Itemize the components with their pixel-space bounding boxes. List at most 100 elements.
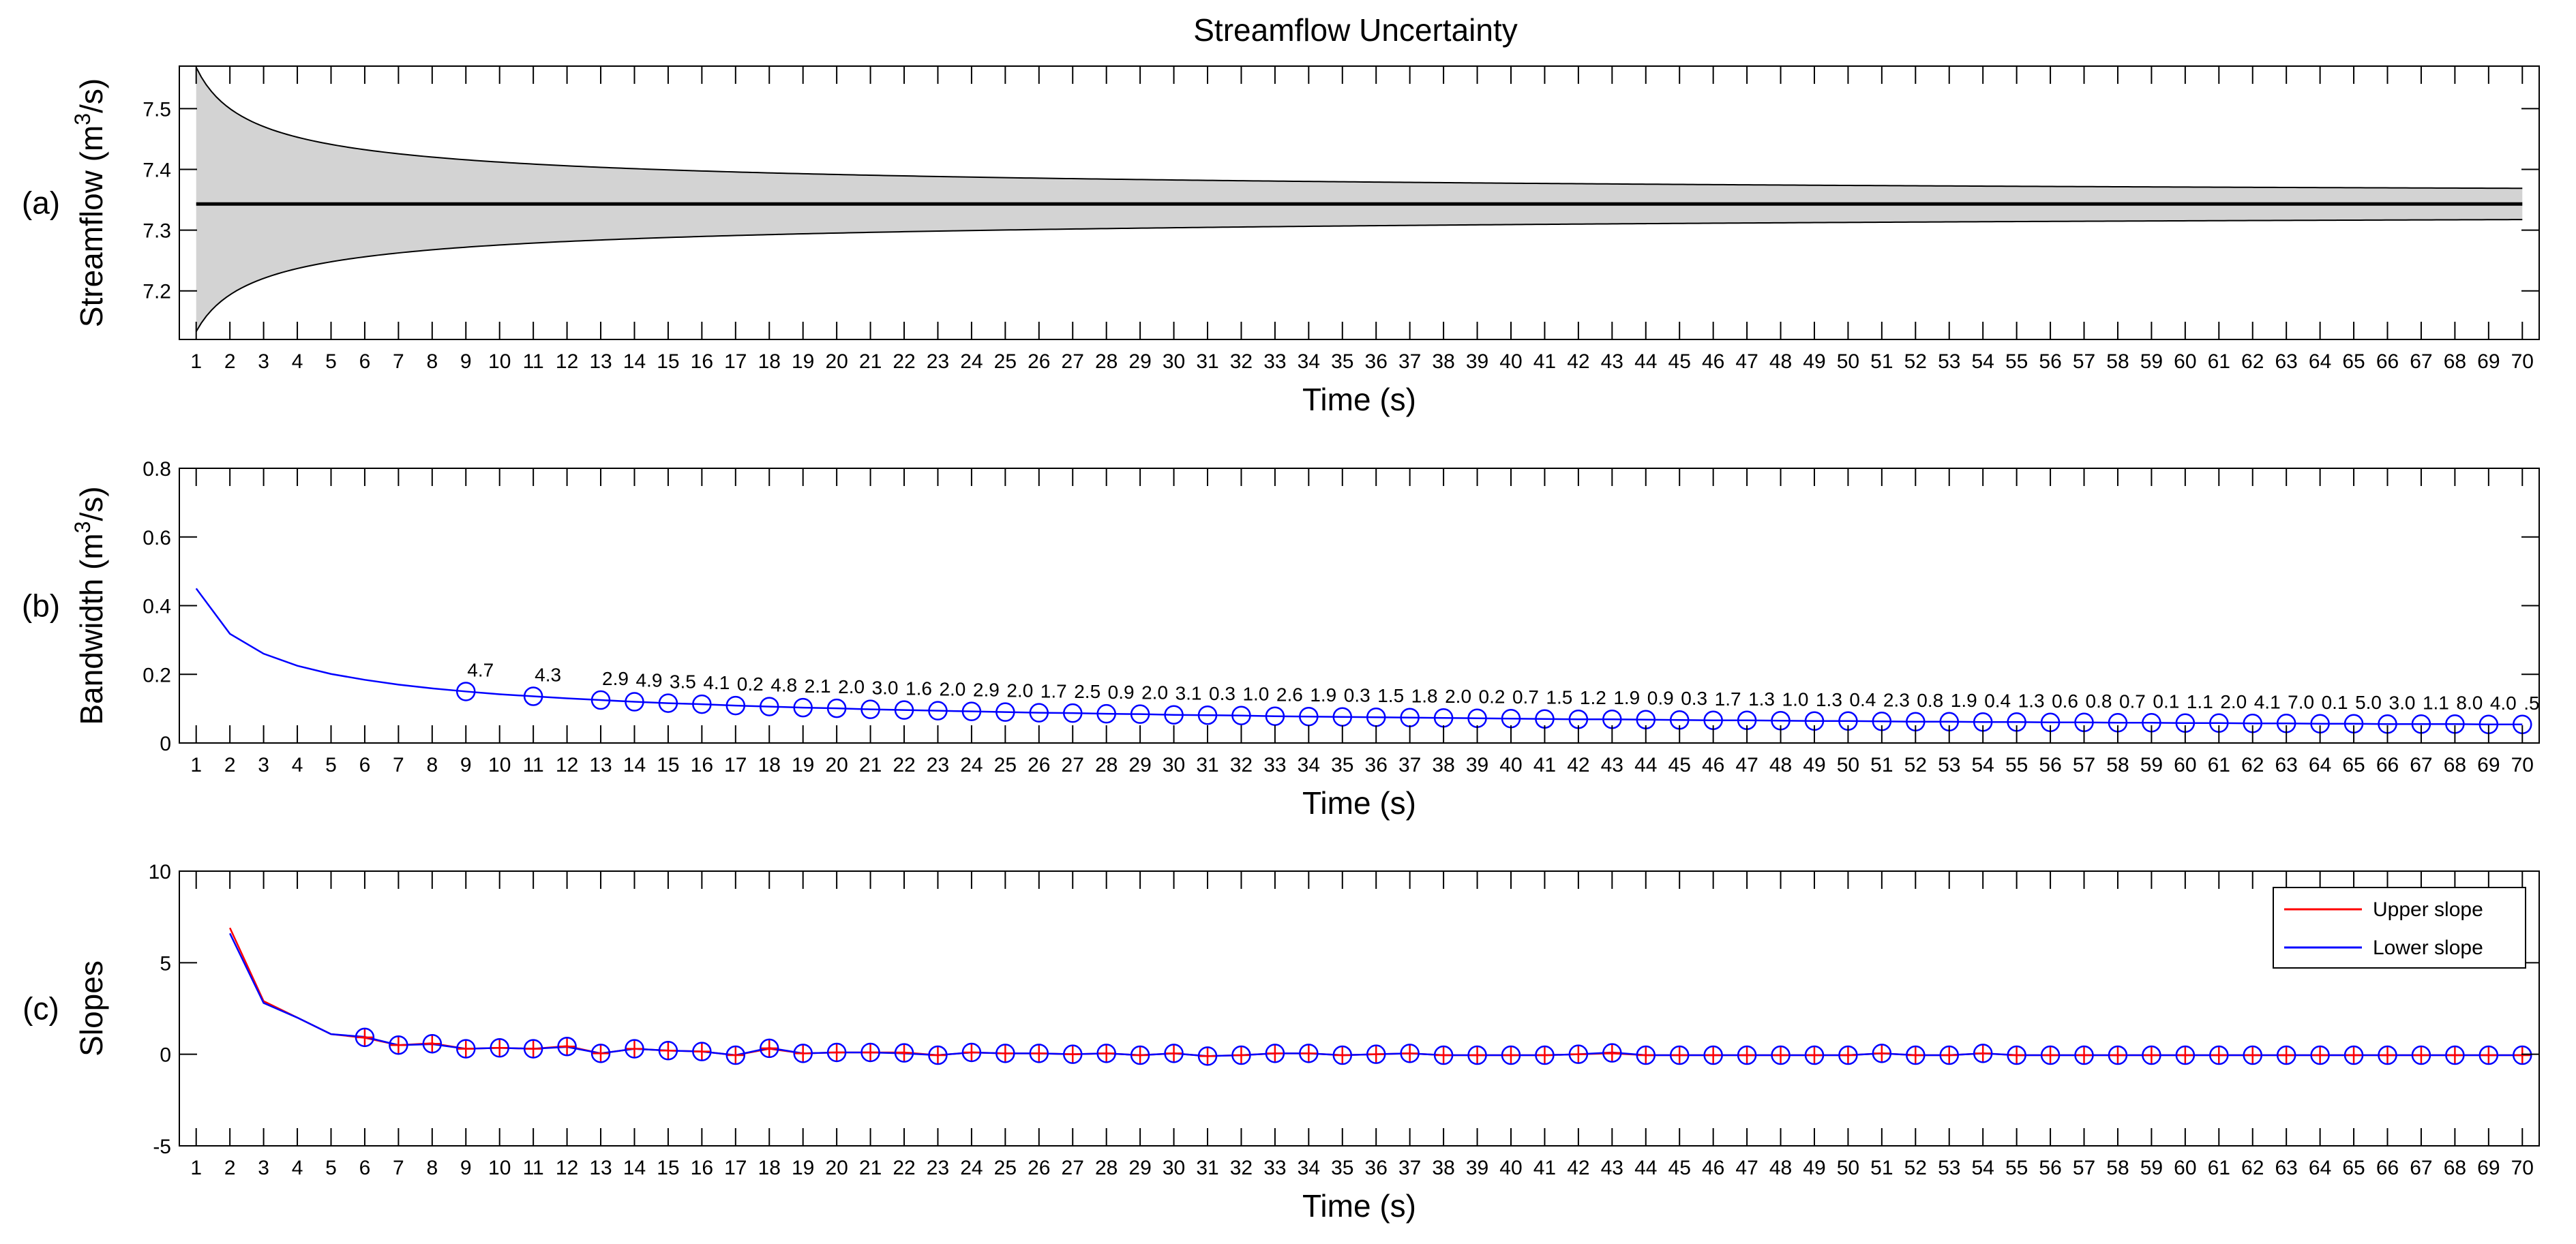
lower-slope-marker <box>725 1045 746 1065</box>
x-tick-label: 20 <box>825 754 848 776</box>
lower-slope-marker <box>1332 1045 1353 1065</box>
x-tick-label: 33 <box>1263 350 1286 373</box>
lower-slope-marker <box>1433 1045 1454 1065</box>
lower-slope-marker <box>1602 1043 1622 1063</box>
y-axis-label: Slopes <box>74 960 109 1057</box>
lower-slope-marker <box>1737 1045 1757 1065</box>
x-tick-label: 59 <box>2140 350 2163 373</box>
bandwidth-marker <box>725 695 746 716</box>
x-axis-label: Time (s) <box>1302 785 1416 821</box>
y-tick-label: 7.5 <box>143 98 171 121</box>
x-tick-label: 9 <box>460 1157 472 1179</box>
bandwidth-annotation: 1.7 <box>1715 688 1741 710</box>
x-tick-label: 4 <box>292 1157 303 1179</box>
x-tick-label: 19 <box>792 1157 814 1179</box>
x-tick-label: 50 <box>1837 1157 1859 1179</box>
legend-box <box>2273 887 2526 969</box>
lower-slope-marker <box>490 1038 509 1058</box>
x-tick-label: 21 <box>859 1157 882 1179</box>
lower-slope-marker <box>1467 1045 1487 1065</box>
x-tick-label: 62 <box>2241 754 2264 776</box>
x-tick-label: 29 <box>1128 754 1151 776</box>
lower-slope-marker <box>355 1027 375 1048</box>
x-tick-label: 40 <box>1499 754 1522 776</box>
lower-slope-marker <box>2209 1045 2229 1065</box>
x-tick-label: 16 <box>691 350 713 373</box>
x-tick-label: 66 <box>2376 350 2399 373</box>
bandwidth-annotation: 1.9 <box>1310 684 1336 706</box>
lower-slope-marker <box>793 1044 813 1063</box>
y-tick-label: 7.2 <box>143 281 171 303</box>
x-tick-label: 32 <box>1230 350 1253 373</box>
x-tick-label: 30 <box>1163 350 1185 373</box>
x-tick-label: 42 <box>1567 350 1589 373</box>
x-tick-label: 25 <box>994 1157 1017 1179</box>
x-tick-label: 56 <box>2039 350 2061 373</box>
x-tick-label: 33 <box>1263 1157 1286 1179</box>
bandwidth-annotation: 1.5 <box>1377 685 1404 706</box>
x-tick-label: 46 <box>1702 754 1724 776</box>
x-tick-label: 24 <box>960 1157 983 1179</box>
x-tick-label: 52 <box>1904 754 1927 776</box>
x-tick-label: 57 <box>2073 1157 2095 1179</box>
bandwidth-annotation: 2.0 <box>838 676 865 697</box>
x-tick-label: 50 <box>1837 350 1859 373</box>
x-tick-label: 9 <box>460 754 472 776</box>
lower-slope-marker <box>625 1039 644 1059</box>
x-tick-label: 31 <box>1196 1157 1218 1179</box>
x-tick-label: 14 <box>623 1157 646 1179</box>
x-tick-label: 36 <box>1365 350 1388 373</box>
x-tick-label: 31 <box>1196 350 1218 373</box>
x-tick-label: 63 <box>2275 1157 2297 1179</box>
bandwidth-annotation: 0.1 <box>2322 692 2348 713</box>
x-tick-label: 42 <box>1567 754 1589 776</box>
bandwidth-marker <box>1197 705 1218 725</box>
bandwidth-annotation: 7.0 <box>2288 691 2314 712</box>
bandwidth-annotation: 0.3 <box>1209 683 1235 704</box>
x-tick-label: 18 <box>758 1157 781 1179</box>
lower-slope-marker <box>2007 1045 2026 1065</box>
y-tick-labels: 0 0.2 0.4 0.6 0.8 <box>143 458 171 755</box>
bandwidth-annotation: 3.5 <box>670 671 696 693</box>
lower-slope-marker <box>1130 1045 1150 1065</box>
x-tick-label: 13 <box>589 1157 612 1179</box>
x-tick-label: 35 <box>1331 754 1353 776</box>
x-tick-label: 59 <box>2140 754 2163 776</box>
bandwidth-annotation: 4.7 <box>467 659 494 680</box>
x-tick-label: 19 <box>792 350 814 373</box>
lower-slope-marker <box>1231 1045 1251 1065</box>
y-axis-label: Bandwidth (m3/s) <box>70 486 109 725</box>
lower-slope-marker <box>2478 1045 2499 1065</box>
x-tick-label: 51 <box>1870 350 1893 373</box>
x-tick-label: 42 <box>1567 1157 1589 1179</box>
bandwidth-annotation: 4.9 <box>635 670 662 691</box>
x-tick-label: 45 <box>1668 754 1691 776</box>
bandwidth-annotation: 0.1 <box>2153 691 2179 712</box>
x-tick-label: 47 <box>1735 350 1758 373</box>
x-tick-label: 26 <box>1028 754 1050 776</box>
bandwidth-annotation: 2.3 <box>1883 689 1910 710</box>
x-tick-label: 54 <box>1972 1157 1994 1179</box>
bandwidth-marker <box>625 692 644 712</box>
x-tick-label: 19 <box>792 754 814 776</box>
bandwidth-line <box>195 588 2523 726</box>
x-tick-label: 44 <box>1634 754 1657 776</box>
x-tick-label: 15 <box>657 350 679 373</box>
bandwidth-annotation: 4.3 <box>535 664 561 685</box>
x-tick-label: 24 <box>960 350 983 373</box>
x-tick-label: 43 <box>1601 754 1623 776</box>
bandwidth-marker <box>456 682 476 701</box>
bandwidth-marker <box>658 693 678 713</box>
x-tick-label: 69 <box>2477 754 2500 776</box>
x-tick-label: 20 <box>825 350 848 373</box>
x-tick-label: 22 <box>893 754 915 776</box>
lower-slope-marker <box>2276 1045 2296 1065</box>
x-tick-label: 55 <box>2005 754 2028 776</box>
bandwidth-marker <box>995 702 1015 722</box>
x-tick-label: 46 <box>1702 350 1724 373</box>
bandwidth-marker <box>1231 706 1251 725</box>
x-tick-label: 68 <box>2444 754 2466 776</box>
x-tick-label: 30 <box>1163 754 1185 776</box>
x-tick-label: 9 <box>460 350 472 373</box>
x-tick-label: 17 <box>724 350 747 373</box>
